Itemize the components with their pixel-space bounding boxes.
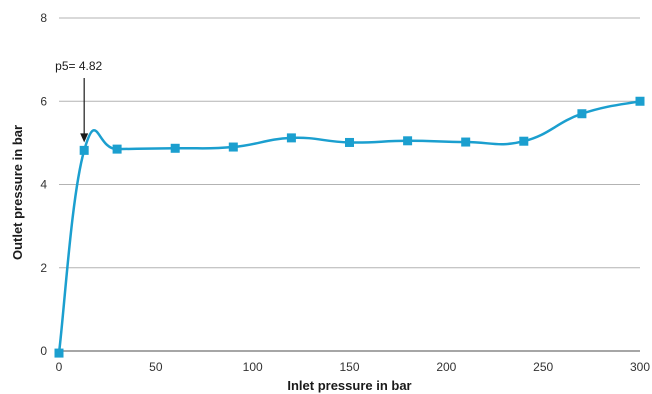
x-tick-label-50: 50 [149,360,163,374]
annotation: p5= 4.82 [55,59,103,143]
data-point-10 [577,109,587,119]
series-markers [54,96,645,358]
x-tick-label-250: 250 [533,360,553,374]
data-point-0 [54,348,64,358]
data-point-8 [461,137,471,147]
data-point-7 [403,136,413,146]
y-tick-label-4: 4 [40,178,47,192]
y-tick-label-0: 0 [40,344,47,358]
data-point-1 [79,145,89,155]
y-tick-label-6: 6 [40,94,47,108]
x-tick-label-200: 200 [436,360,456,374]
data-point-2 [112,144,122,154]
data-point-11 [635,96,645,106]
data-point-3 [170,143,180,153]
annotation-arrowhead [80,133,89,143]
data-point-4 [228,142,238,152]
x-axis-title: Inlet pressure in bar [287,378,411,393]
data-point-9 [519,136,529,146]
y-tick-label-8: 8 [40,11,47,25]
data-point-5 [286,133,296,143]
x-tick-label-0: 0 [56,360,63,374]
y-tick-labels: 0 2 4 6 8 [40,11,47,358]
grid-lines [59,17,640,352]
x-tick-label-150: 150 [339,360,359,374]
y-axis-title: Outlet pressure in bar [10,125,25,260]
data-point-6 [345,137,354,147]
x-tick-label-100: 100 [243,360,263,374]
annotation-label: p5= 4.82 [55,59,102,73]
y-tick-label-2: 2 [40,261,47,275]
x-tick-labels: 0 50 100 150 200 250 300 [56,360,651,374]
x-tick-label-300: 300 [630,360,650,374]
